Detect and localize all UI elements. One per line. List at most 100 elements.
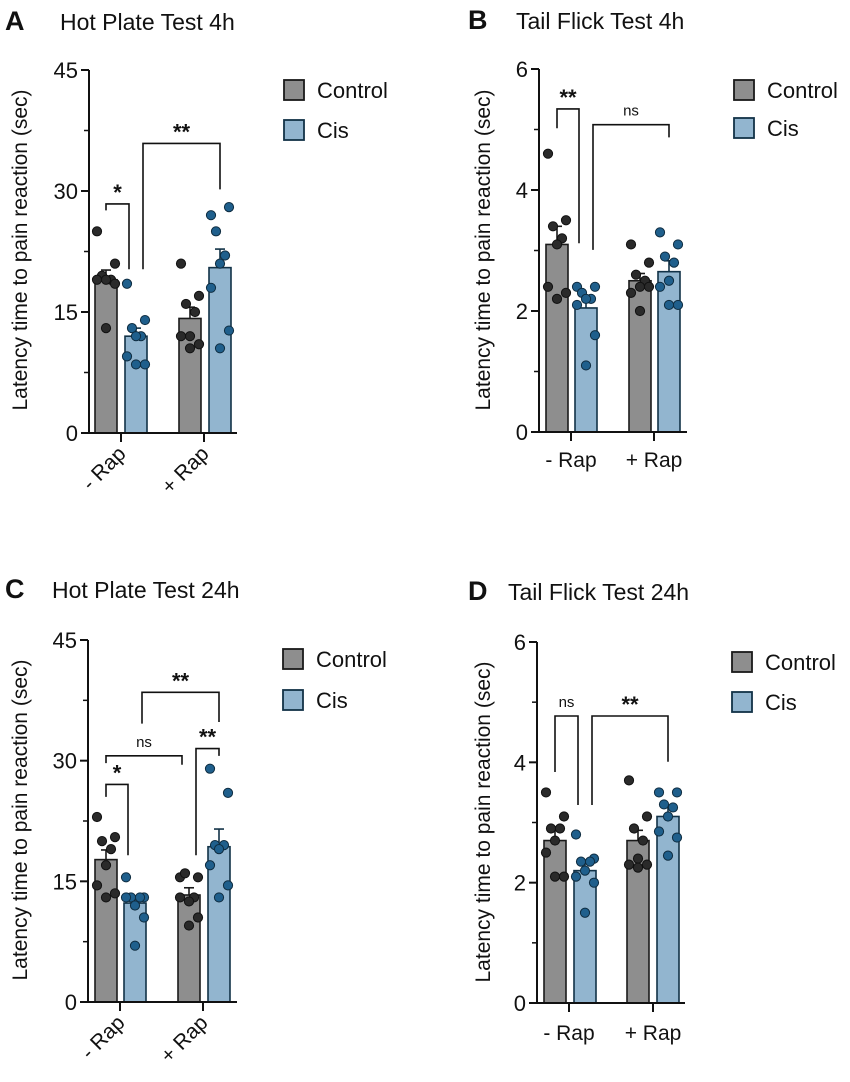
legend-swatch-control (731, 651, 753, 673)
y-tick-label: 0 (65, 990, 77, 1015)
legend-swatch-cis (731, 691, 753, 713)
panel-D: D Tail Flick Test 24h Latency time to pain… (468, 576, 836, 1045)
chart-title: Hot Plate Test 4h (60, 9, 235, 35)
panel-C: C Hot Plate Test 24h Latency time to pain … (5, 574, 387, 1068)
data-point (653, 826, 665, 837)
bar-control (545, 243, 569, 433)
data-point (545, 823, 557, 834)
data-point (570, 871, 582, 882)
significance-bracket (105, 755, 183, 765)
data-point (549, 835, 561, 846)
data-point (632, 862, 644, 873)
data-point (625, 287, 637, 298)
significance-label: * (113, 180, 122, 205)
data-point (662, 811, 674, 822)
y-tick-label: 4 (514, 750, 526, 775)
bar-control (177, 894, 201, 1003)
data-point (179, 868, 191, 879)
bar-cis (573, 869, 597, 1004)
data-point (653, 787, 665, 798)
data-point (542, 281, 554, 292)
data-point (551, 239, 563, 250)
y-tick-label: 15 (54, 300, 78, 325)
data-point (121, 278, 133, 289)
significance-label: ** (173, 119, 191, 144)
data-point (130, 331, 142, 342)
y-tick-label: 0 (66, 421, 78, 446)
x-tick-label: + Rap (625, 1022, 682, 1045)
bar-control (543, 839, 567, 1004)
data-point (204, 860, 216, 871)
y-axis-label: Latency time to pain reaction (sec) (9, 90, 32, 411)
data-point (109, 888, 121, 899)
legend-swatch-control (733, 79, 755, 101)
data-point (139, 314, 151, 326)
significance-bracket (195, 747, 220, 856)
data-point (109, 258, 121, 269)
y-tick-label: 2 (514, 871, 526, 896)
x-tick-label: + Rap (626, 449, 683, 472)
data-point (183, 920, 195, 931)
significance-label: ns (559, 694, 575, 711)
data-point (549, 871, 561, 882)
data-point (634, 281, 646, 292)
y-tick-label: 4 (516, 178, 528, 203)
significance-label: * (113, 760, 122, 785)
data-point (100, 323, 112, 334)
chart-title: Tail Flick Test 24h (508, 579, 689, 605)
data-point (174, 892, 186, 903)
data-point (193, 339, 205, 350)
significance-label: ns (623, 103, 639, 120)
data-point (560, 215, 572, 226)
legend-label-cis: Cis (767, 116, 799, 141)
data-point (575, 856, 587, 867)
legend-label-control: Control (767, 78, 838, 103)
data-point (671, 832, 683, 843)
data-point (183, 896, 195, 907)
data-point (222, 787, 234, 798)
panel-B: B Tail Flick Test 4h Latency time to pain … (468, 5, 838, 472)
legend-swatch-control (282, 648, 304, 670)
data-point (579, 907, 591, 918)
bar-cis (124, 335, 148, 434)
data-point (589, 281, 601, 292)
data-point (205, 282, 217, 293)
data-point (540, 847, 552, 858)
data-point (91, 811, 103, 823)
data-point (109, 278, 121, 289)
data-point (180, 298, 192, 310)
data-point (213, 892, 225, 903)
data-point (214, 258, 226, 269)
x-tick-label: - Rap (545, 449, 596, 472)
data-point (558, 871, 570, 882)
data-point (641, 859, 653, 870)
data-point (632, 853, 644, 864)
data-point (637, 835, 649, 846)
data-point (134, 892, 146, 903)
data-point (100, 274, 112, 285)
data-point (222, 880, 234, 891)
data-point (223, 325, 235, 336)
legend-label-cis: Cis (765, 690, 797, 715)
data-point (570, 829, 582, 840)
significance-bracket (554, 715, 579, 806)
data-point (551, 293, 563, 304)
legend-swatch-control (283, 79, 305, 101)
significance-bracket (141, 691, 220, 724)
data-point (204, 763, 216, 774)
y-tick-label: 6 (516, 57, 528, 82)
significance-label: ** (199, 725, 217, 750)
data-point (659, 251, 671, 262)
data-point (547, 221, 559, 232)
data-point (668, 257, 680, 268)
data-point (630, 269, 642, 280)
data-point (219, 250, 231, 261)
significance-bracket (142, 142, 221, 270)
legend-swatch-cis (282, 689, 304, 711)
data-point (643, 281, 655, 292)
panel-letter: A (5, 6, 25, 36)
x-tick-label: - Rap (78, 442, 131, 495)
data-point (641, 811, 653, 822)
data-point (662, 850, 674, 861)
y-axis-label: Latency time to pain reaction (sec) (472, 90, 495, 411)
